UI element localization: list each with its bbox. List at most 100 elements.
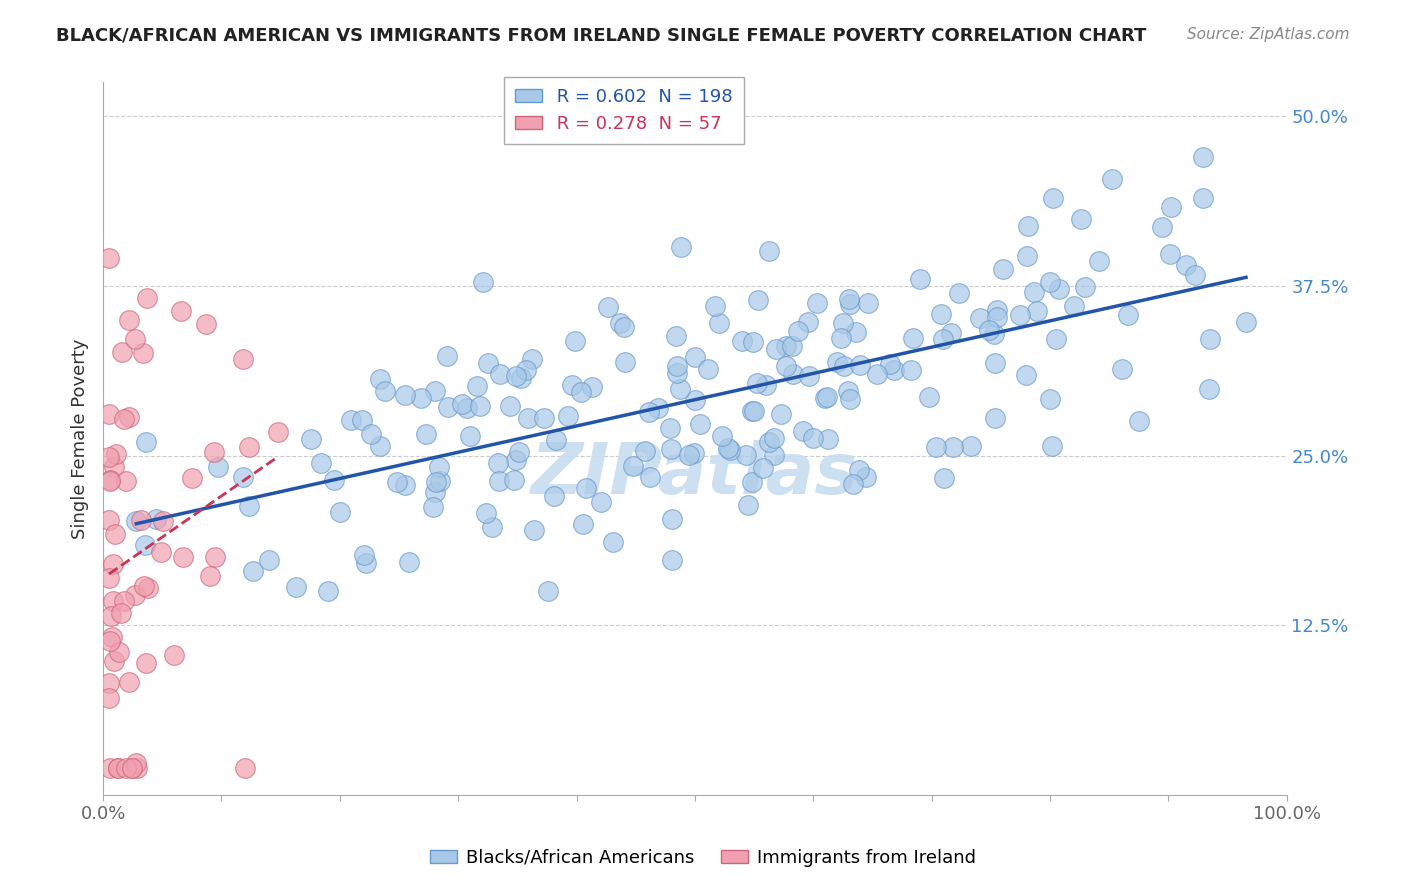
Text: BLACK/AFRICAN AMERICAN VS IMMIGRANTS FROM IRELAND SINGLE FEMALE POVERTY CORRELAT: BLACK/AFRICAN AMERICAN VS IMMIGRANTS FRO… — [56, 27, 1147, 45]
Point — [107, 645, 129, 659]
Point — [124, 332, 146, 346]
Point — [825, 354, 848, 368]
Point — [516, 411, 538, 425]
Point — [170, 303, 193, 318]
Point — [609, 317, 631, 331]
Point — [98, 761, 121, 775]
Point — [707, 316, 730, 330]
Point — [734, 448, 756, 462]
Point — [1234, 315, 1257, 329]
Point — [467, 378, 489, 392]
Point — [591, 494, 613, 508]
Point — [145, 512, 167, 526]
Point — [858, 296, 880, 310]
Point — [683, 350, 706, 364]
Point — [830, 331, 852, 345]
Point — [613, 319, 636, 334]
Point — [456, 401, 478, 415]
Point — [471, 276, 494, 290]
Legend: Blacks/African Americans, Immigrants from Ireland: Blacks/African Americans, Immigrants fro… — [422, 842, 984, 874]
Point — [1184, 268, 1206, 282]
Point — [683, 393, 706, 408]
Point — [115, 761, 138, 775]
Point — [984, 356, 1007, 370]
Point — [124, 588, 146, 602]
Point — [103, 594, 125, 608]
Point — [423, 384, 446, 398]
Point — [1159, 247, 1181, 261]
Point — [1128, 414, 1150, 428]
Point — [837, 384, 859, 398]
Point — [1101, 172, 1123, 186]
Point — [134, 539, 156, 553]
Point — [353, 548, 375, 562]
Point — [849, 358, 872, 372]
Point — [394, 477, 416, 491]
Point — [1039, 392, 1062, 407]
Point — [425, 484, 447, 499]
Point — [112, 412, 135, 426]
Point — [561, 378, 583, 392]
Point — [815, 390, 838, 404]
Point — [948, 285, 970, 300]
Point — [817, 432, 839, 446]
Point — [1063, 299, 1085, 313]
Point — [238, 441, 260, 455]
Y-axis label: Single Female Poverty: Single Female Poverty — [72, 338, 89, 539]
Point — [666, 359, 689, 373]
Point — [1174, 258, 1197, 272]
Point — [98, 407, 121, 421]
Point — [112, 594, 135, 608]
Point — [422, 500, 444, 514]
Point — [100, 608, 122, 623]
Point — [932, 332, 955, 346]
Point — [838, 292, 860, 306]
Point — [98, 473, 121, 487]
Point — [356, 556, 378, 570]
Point — [801, 432, 824, 446]
Point — [900, 363, 922, 377]
Point — [267, 425, 290, 439]
Point — [1047, 282, 1070, 296]
Point — [983, 326, 1005, 341]
Point — [1017, 249, 1039, 263]
Point — [121, 761, 143, 775]
Point — [765, 342, 787, 356]
Point — [932, 471, 955, 485]
Point — [488, 475, 510, 489]
Point — [1152, 219, 1174, 234]
Point — [845, 325, 868, 339]
Point — [939, 326, 962, 340]
Point — [814, 391, 837, 405]
Point — [136, 581, 159, 595]
Point — [475, 507, 498, 521]
Point — [787, 324, 810, 338]
Point — [409, 391, 432, 405]
Point — [731, 334, 754, 349]
Point — [1017, 219, 1039, 234]
Point — [98, 571, 121, 585]
Point — [1042, 191, 1064, 205]
Point — [425, 475, 447, 490]
Point — [758, 244, 780, 258]
Point — [769, 408, 792, 422]
Point — [1198, 382, 1220, 396]
Point — [763, 448, 786, 462]
Point — [661, 512, 683, 526]
Point — [741, 334, 763, 349]
Point — [669, 240, 692, 254]
Point — [481, 520, 503, 534]
Point — [134, 579, 156, 593]
Point — [1088, 254, 1111, 268]
Point — [613, 354, 636, 368]
Point — [508, 445, 530, 459]
Point — [98, 691, 121, 706]
Point — [979, 323, 1001, 337]
Point — [107, 761, 129, 775]
Point — [571, 516, 593, 531]
Point — [105, 447, 128, 461]
Point — [198, 569, 221, 583]
Point — [1022, 285, 1045, 300]
Point — [117, 410, 139, 425]
Point — [323, 473, 346, 487]
